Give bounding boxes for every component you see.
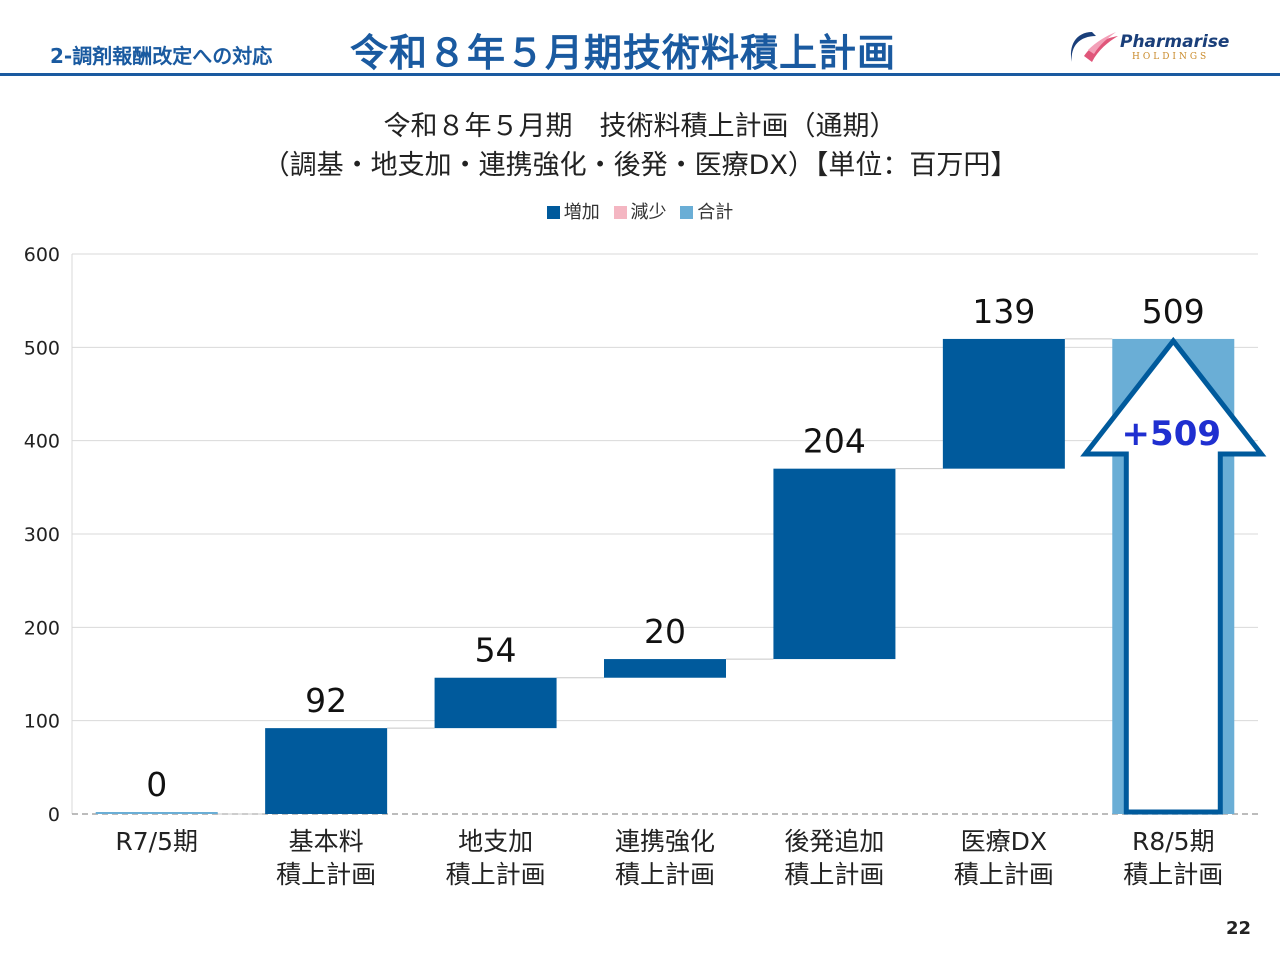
bar-0 bbox=[95, 812, 218, 814]
y-tick-label-600: 600 bbox=[24, 244, 60, 266]
annotation-label: +509 bbox=[1122, 414, 1221, 454]
legend-label-total: 合計 bbox=[697, 202, 734, 223]
y-tick-label-300: 300 bbox=[24, 524, 60, 546]
data-label-0: 0 bbox=[146, 765, 167, 804]
category-label-3-1: 積上計画 bbox=[615, 860, 715, 889]
legend-item-total: 合計 bbox=[680, 198, 733, 224]
legend-swatch-total bbox=[680, 206, 694, 219]
data-label-6: 509 bbox=[1142, 292, 1205, 331]
increase-arrow-icon bbox=[1080, 336, 1267, 815]
category-label-2-1: 積上計画 bbox=[446, 860, 546, 889]
category-label-6-0: R8/5期 bbox=[1132, 827, 1215, 856]
logo-mark-icon bbox=[1070, 32, 1118, 62]
chart-title: 令和８年５月期 技術料積上計画（通期） bbox=[383, 111, 897, 142]
company-logo: Pharmarise HOLDINGS bbox=[1062, 26, 1232, 70]
y-tick-label-500: 500 bbox=[24, 337, 60, 359]
data-label-5: 139 bbox=[972, 292, 1035, 331]
chart-subtitle: （調基・地支加・連携強化・後発・医療DX）【単位：百万円】 bbox=[262, 150, 1018, 181]
category-label-1-1: 積上計画 bbox=[276, 860, 376, 889]
bar-5 bbox=[942, 338, 1065, 469]
y-tick-label-200: 200 bbox=[24, 617, 60, 639]
chart-legend: 増加 減少 合計 bbox=[0, 198, 1280, 224]
section-label: 2-調剤報酬改定への対応 bbox=[50, 44, 273, 68]
y-tick-label-0: 0 bbox=[48, 804, 60, 826]
category-label-0-0: R7/5期 bbox=[115, 827, 198, 856]
category-label-6-1: 積上計画 bbox=[1123, 860, 1223, 889]
legend-item-increase: 増加 bbox=[546, 198, 600, 224]
header-divider bbox=[0, 73, 1280, 76]
logo-subtext: HOLDINGS bbox=[1132, 52, 1210, 62]
category-label-4-1: 積上計画 bbox=[784, 860, 884, 889]
category-label-1-0: 基本料 bbox=[289, 827, 364, 856]
data-label-1: 92 bbox=[305, 681, 347, 720]
legend-swatch-decrease bbox=[613, 206, 627, 219]
data-label-3: 20 bbox=[644, 612, 686, 651]
category-label-5-0: 医療DX bbox=[961, 827, 1047, 856]
y-tick-label-400: 400 bbox=[24, 431, 60, 453]
legend-item-decrease: 減少 bbox=[613, 198, 667, 224]
category-label-2-0: 地支加 bbox=[458, 827, 533, 856]
bar-4 bbox=[773, 468, 896, 660]
data-label-4: 204 bbox=[803, 422, 866, 461]
y-tick-label-100: 100 bbox=[24, 711, 60, 733]
legend-label-decrease: 減少 bbox=[630, 202, 667, 223]
page-number: 22 bbox=[1226, 918, 1252, 939]
legend-label-increase: 増加 bbox=[563, 202, 600, 223]
bar-3 bbox=[604, 659, 726, 678]
bar-2 bbox=[434, 677, 557, 729]
slide-title: 令和８年５月期技術料積上計画 bbox=[350, 31, 897, 75]
category-label-3-0: 連携強化 bbox=[615, 827, 715, 856]
category-label-5-1: 積上計画 bbox=[954, 860, 1054, 889]
bar-1 bbox=[265, 728, 388, 814]
data-label-2: 54 bbox=[475, 631, 517, 670]
slide-header: 2-調剤報酬改定への対応 令和８年５月期技術料積上計画 Pharmarise H… bbox=[0, 0, 1280, 78]
logo-text: Pharmarise bbox=[1120, 32, 1230, 52]
legend-swatch-increase bbox=[546, 206, 560, 219]
category-label-4-0: 後発追加 bbox=[784, 827, 884, 856]
